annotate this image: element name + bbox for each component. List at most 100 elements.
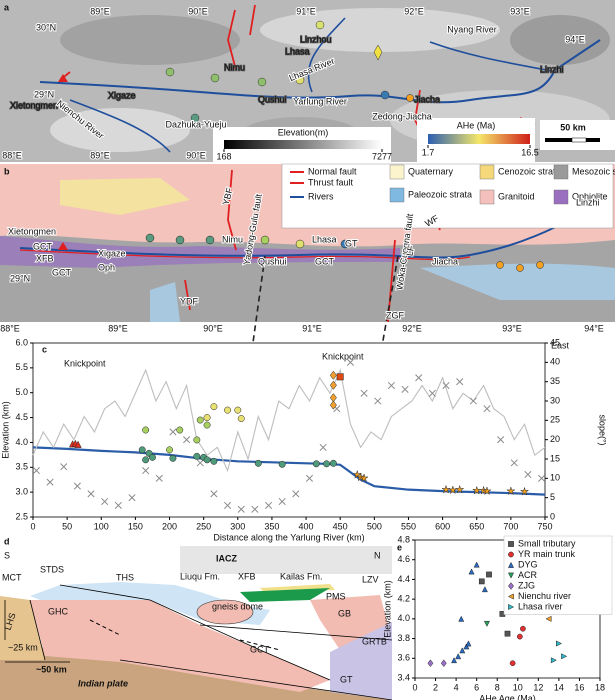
data-point	[193, 452, 201, 460]
section-label: Liuqu Fm.	[180, 571, 220, 581]
y2-tick-label: 40	[550, 357, 560, 367]
data-point	[237, 505, 245, 513]
series-line	[32, 368, 546, 473]
y-tick-label: 4.2	[397, 594, 410, 604]
lon-label: 93°E	[510, 6, 530, 16]
legend-label: Granitoid	[498, 191, 535, 201]
x-axis-label: Distance along the Yarlung River (km)	[213, 532, 364, 542]
data-point	[545, 615, 552, 622]
data-point	[509, 660, 516, 667]
x-tick-label: 150	[128, 521, 143, 531]
x-tick-label: 10	[513, 682, 523, 692]
section-label: Kailas Fm.	[280, 571, 323, 581]
data-point	[292, 490, 300, 498]
map-label: Lhasa	[312, 234, 337, 244]
data-point	[550, 657, 557, 664]
map-label: Qushui	[258, 256, 287, 266]
data-point	[455, 653, 462, 660]
legend-swatch	[389, 164, 405, 180]
data-point	[203, 421, 211, 429]
data-point	[456, 378, 464, 386]
data-point	[193, 436, 201, 444]
data-point	[329, 370, 337, 380]
feature-label: Zedong-Jiacha	[372, 111, 432, 121]
y2-tick-label: 35	[550, 376, 560, 386]
annotation: East	[551, 340, 570, 350]
data-point	[507, 593, 514, 600]
data-point	[329, 459, 337, 467]
y-tick-label: 2.5	[15, 511, 28, 521]
data-point	[169, 454, 177, 462]
feature-label: Dazhuka-Yueju	[165, 119, 226, 129]
data-point	[237, 415, 245, 423]
x-tick-label: 18	[595, 682, 605, 692]
section-label: ~25 km	[8, 642, 38, 652]
lon-label: 90°E	[203, 323, 223, 333]
y-tick-label: 4.0	[397, 613, 410, 623]
lon-label: 94°E	[565, 34, 585, 44]
x-tick-label: 650	[469, 521, 484, 531]
y2-tick-label: 20	[550, 434, 560, 444]
data-point	[114, 501, 122, 509]
y-tick-label: 4.0	[15, 437, 28, 447]
data-point	[556, 640, 563, 647]
lon-label: 92°E	[404, 6, 424, 16]
section-label: GCT	[250, 644, 270, 654]
legend-title: AHe (Ma)	[457, 120, 496, 130]
data-point	[360, 389, 368, 397]
annotation: Knickpoint	[64, 358, 106, 368]
data-point	[463, 643, 470, 650]
data-point	[448, 485, 458, 495]
y-tick-label: 4.6	[397, 554, 410, 564]
legend-label: Rivers	[308, 191, 334, 201]
data-point	[473, 561, 480, 568]
y2-tick-label: 30	[550, 395, 560, 405]
map-label: 29°N	[10, 273, 30, 283]
y-tick-label: 5.5	[15, 362, 28, 372]
map-label: GCT	[52, 267, 72, 277]
section-label: STDS	[40, 564, 64, 574]
data-point	[329, 380, 337, 390]
place-label: Lhasa	[285, 46, 310, 56]
data-point	[138, 446, 146, 454]
section-label: XFB	[238, 571, 256, 581]
map-label: XFB	[36, 253, 54, 263]
y-tick-label: 3.4	[397, 672, 410, 682]
data-point	[149, 453, 156, 461]
data-point	[128, 494, 136, 502]
data-point	[312, 460, 320, 468]
legend-swatch	[553, 164, 569, 180]
data-point	[278, 497, 286, 506]
map-label: LF	[404, 244, 416, 257]
y-tick-label: 3.8	[397, 633, 410, 643]
x-tick-label: 0	[412, 682, 417, 692]
data-point	[60, 463, 68, 471]
map-label: Xietongmen	[8, 226, 56, 236]
legend-swatch	[479, 164, 495, 180]
data-point	[506, 486, 516, 496]
data-point	[481, 586, 488, 593]
data-point	[176, 426, 184, 434]
data-point	[510, 459, 518, 467]
legend-label: Ophiolite	[572, 191, 608, 201]
panel-label: a	[4, 2, 10, 12]
y-tick-label: 4.5	[15, 412, 28, 422]
data-point	[155, 474, 163, 482]
scale-bar-label: 50 km	[560, 122, 586, 132]
data-point	[454, 484, 465, 494]
data-point	[508, 603, 515, 611]
y-tick-label: 4.4	[397, 574, 410, 584]
y-axis-label: Elevation (km)	[0, 401, 10, 459]
data-point	[278, 460, 286, 468]
section-label: Indian plate	[78, 678, 128, 688]
x-axis-label: AHe Age (Ma)	[479, 693, 536, 700]
section-label: PMS	[326, 591, 346, 601]
map-label: GCT	[315, 256, 335, 266]
data-point	[196, 416, 204, 424]
x-tick-label: 450	[333, 521, 348, 531]
legend-label: ZJG	[518, 580, 535, 590]
data-point	[73, 482, 81, 490]
x-tick-label: 50	[62, 521, 72, 531]
legend-label: Small tributary	[518, 538, 576, 548]
data-point	[440, 659, 447, 668]
